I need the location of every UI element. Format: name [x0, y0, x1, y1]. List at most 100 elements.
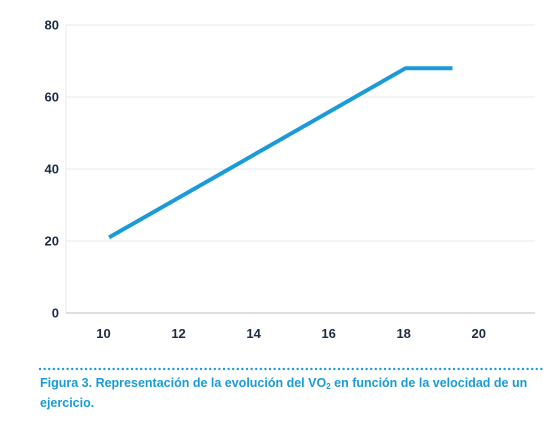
separator-dot [351, 367, 354, 371]
figure-caption: Figura 3. Representación de la evolución… [40, 375, 540, 411]
separator-dot [360, 367, 364, 371]
grid-lines [65, 24, 535, 314]
separator-dot [209, 367, 212, 371]
separator-dot [195, 367, 198, 371]
separator-dot [241, 367, 244, 371]
separator-dot [310, 367, 313, 371]
separator-dot [333, 367, 336, 371]
separator-dot [324, 367, 327, 371]
separator-dot [429, 367, 433, 371]
separator-dot [448, 367, 451, 371]
y-tick-label-0: 0 [52, 306, 59, 321]
x-tick-label-18: 18 [396, 326, 410, 341]
separator-dot [388, 367, 391, 371]
x-tick-label-10: 10 [96, 326, 110, 341]
separator-dot [347, 367, 350, 371]
separator-dot [466, 367, 469, 371]
caption-prefix: Figura 3. Representación de la evolución… [40, 376, 327, 390]
caption-suffix: en función de la velocidad de un ejercic… [40, 376, 528, 410]
separator-dot [43, 367, 46, 371]
separator-dot [374, 367, 377, 371]
x-tick-label-20: 20 [471, 326, 485, 341]
separator-dot [140, 367, 143, 371]
caption-subscript: 2 [326, 382, 331, 391]
separator-dot [337, 367, 341, 371]
separator-dot [282, 367, 285, 371]
separator-dot [397, 367, 400, 371]
separator-dot [117, 367, 120, 371]
separator-dot [393, 367, 396, 371]
separator-dot [186, 367, 189, 371]
x-tick-label-16: 16 [321, 326, 335, 341]
separator-dot [163, 367, 166, 371]
separator-dot [517, 367, 520, 371]
separator-dot [176, 367, 180, 371]
separator-dot [199, 367, 203, 371]
y-tick-label-40: 40 [45, 162, 59, 177]
separator-dot [107, 367, 111, 371]
separator-dot [222, 367, 226, 371]
separator-dot [457, 367, 460, 371]
y-tick-labels: 0 20 40 60 80 [45, 18, 59, 321]
separator-dot [498, 367, 502, 371]
separator-dot [144, 367, 147, 371]
separator-dot [287, 367, 290, 371]
separator-dot [480, 367, 483, 371]
separator-dot [126, 367, 129, 371]
separator-dot [291, 367, 295, 371]
separator-dot [172, 367, 175, 371]
separator-dot [259, 367, 262, 371]
separator-dot [80, 367, 83, 371]
separator-dot [462, 367, 465, 371]
separator-dot [416, 367, 419, 371]
separator-dot [121, 367, 125, 371]
separator-dot [112, 367, 115, 371]
separator-dot [452, 367, 456, 371]
y-tick-label-60: 60 [45, 90, 59, 105]
separator-dot [204, 367, 207, 371]
separator-dot [383, 367, 387, 371]
separator-dot [103, 367, 106, 371]
separator-dot [370, 367, 373, 371]
separator-dot [250, 367, 253, 371]
separator-dot [471, 367, 474, 371]
separator-dot [149, 367, 152, 371]
separator-dot [535, 367, 538, 371]
separator-dot [319, 367, 322, 371]
separator-dot [255, 367, 258, 371]
separator-dot [356, 367, 359, 371]
separator-dot [485, 367, 488, 371]
separator-dot [130, 367, 134, 371]
separator-dot [227, 367, 230, 371]
separator-dot [328, 367, 331, 371]
separator-dot [268, 367, 272, 371]
separator-dot [420, 367, 423, 371]
separator-dot [264, 367, 267, 371]
separator-dot [443, 367, 446, 371]
separator-dot [66, 367, 69, 371]
separator-dot [278, 367, 281, 371]
separator-dot [365, 367, 368, 371]
separator-dot [411, 367, 414, 371]
separator-dot [213, 367, 216, 371]
separator-dot [190, 367, 193, 371]
separator-dot [489, 367, 492, 371]
separator-dot [526, 367, 529, 371]
separator-dot [232, 367, 235, 371]
x-tick-label-14: 14 [246, 326, 261, 341]
separator-dot [52, 367, 55, 371]
separator-dot [273, 367, 276, 371]
separator-dot [135, 367, 138, 371]
separator-dot [98, 367, 102, 371]
separator-dot [406, 367, 410, 371]
separator-dot [434, 367, 437, 371]
separator-dot [61, 367, 65, 371]
separator-dot [301, 367, 304, 371]
separator-dot [236, 367, 239, 371]
separator-dot [94, 367, 97, 371]
separator-dot [402, 367, 405, 371]
separator-dot [181, 367, 184, 371]
separator-dot [425, 367, 428, 371]
separator-dot [342, 367, 345, 371]
